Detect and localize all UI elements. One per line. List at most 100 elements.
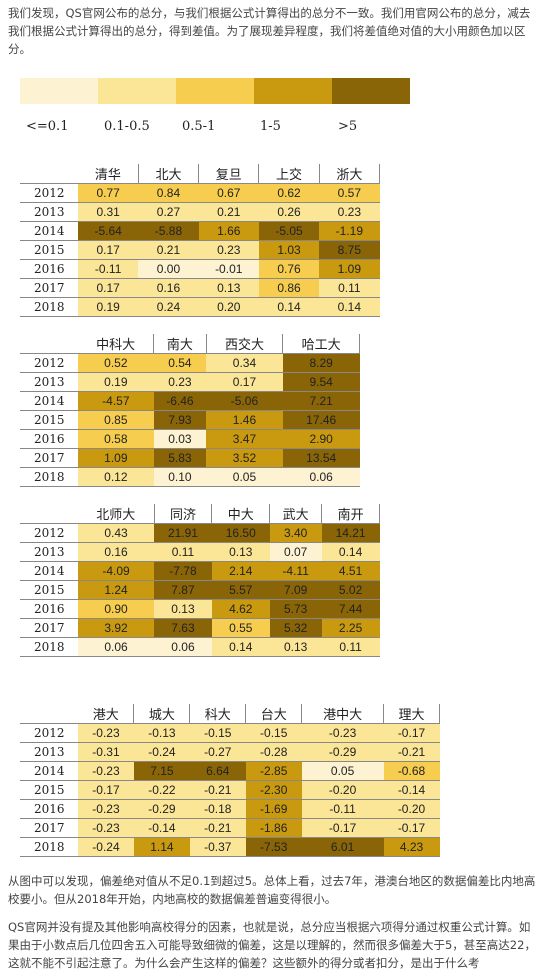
diff-value-cell: 0.03 [153, 429, 207, 449]
table-row: 2016 0.90 0.13 4.62 5.73 7.44 [20, 599, 380, 619]
diff-value-cell: -0.23 [78, 723, 134, 743]
diff-value-cell: 0.06 [282, 467, 360, 487]
year-cell: 2013 [34, 375, 65, 389]
year-cell: 2018 [34, 840, 65, 854]
diff-value-cell: 0.17 [206, 372, 283, 392]
legend-labels: <=0.1 0.1-0.5 0.5-1 1-5 >5 [20, 119, 410, 134]
table-row: 2016 0.58 0.03 3.47 2.90 [20, 429, 360, 449]
diff-value-cell: 1.09 [78, 448, 154, 468]
diff-value-cell: 0.14 [321, 542, 380, 562]
intro-paragraph: 我们发现，QS官网公布的总分，与我们根据公式计算得出的总分不一致。我们用官网公布… [8, 6, 531, 56]
diff-table-1: 清华 北大 复旦 上交 浙大 2012 0.77 0.84 0.67 0.62 0.57 2013 0.… [20, 164, 381, 317]
school-header: 港中大 [301, 704, 384, 724]
legend-swatch-1 [20, 78, 98, 104]
diff-value-cell: -7.53 [245, 837, 302, 857]
diff-value-cell: 0.11 [154, 542, 212, 562]
diff-value-cell: -0.31 [78, 742, 134, 762]
diff-value-cell: -2.30 [245, 780, 302, 800]
diff-value-cell: 0.84 [138, 183, 199, 203]
legend-swatch-4 [254, 78, 332, 104]
table-row: 2012 0.43 21.91 16.50 3.40 14.21 [20, 523, 380, 543]
diff-value-cell: -0.14 [133, 818, 190, 838]
year-cell: 2014 [34, 764, 65, 778]
diff-value-cell: -0.17 [78, 780, 134, 800]
school-header: 清华 [78, 164, 139, 184]
diff-value-cell: 16.50 [211, 523, 270, 543]
diff-value-cell: -0.21 [189, 818, 246, 838]
diff-value-cell: 7.93 [153, 410, 207, 430]
table-row: 2018 0.06 0.06 0.14 0.13 0.11 [20, 637, 380, 657]
diff-value-cell: 0.19 [78, 372, 154, 392]
diff-value-cell: 7.87 [154, 580, 212, 600]
diff-value-cell: 5.57 [211, 580, 270, 600]
year-cell: 2015 [34, 783, 65, 797]
school-header: 理大 [383, 704, 440, 724]
diff-value-cell: 5.73 [269, 599, 322, 619]
diff-value-cell: -0.23 [301, 723, 384, 743]
year-cell: 2016 [34, 802, 65, 816]
diff-value-cell: 3.40 [269, 523, 322, 543]
diff-value-cell: 0.52 [78, 353, 154, 373]
year-header-blank [20, 504, 78, 524]
legend-label: 0.5-1 [182, 119, 216, 134]
color-legend-bar [20, 78, 410, 104]
diff-value-cell: 7.09 [269, 580, 322, 600]
diff-value-cell: 4.51 [321, 561, 380, 581]
diff-value-cell: 2.90 [282, 429, 360, 449]
diff-value-cell: 0.20 [198, 297, 259, 317]
diff-value-cell: 14.21 [321, 523, 380, 543]
year-cell: 2017 [34, 451, 65, 465]
legend-swatch-3 [176, 78, 254, 104]
school-header: 南大 [153, 334, 207, 354]
diff-value-cell: 0.06 [78, 637, 155, 657]
diff-value-cell: -0.17 [383, 818, 440, 838]
year-cell: 2015 [34, 413, 65, 427]
discussion-paragraph: QS官网并没有提及其他影响高校得分的因素，也就是说，总分应当根据六项得分通过权重… [8, 920, 536, 970]
diff-value-cell: 0.06 [154, 637, 212, 657]
school-header: 台大 [245, 704, 303, 724]
diff-value-cell: 0.05 [301, 761, 384, 781]
diff-value-cell: 13.54 [282, 448, 360, 468]
diff-table-3: 北师大 同济 中大 武大 南开 2012 0.43 21.91 16.50 3.40 14.21 20… [20, 504, 380, 657]
school-header: 同济 [154, 504, 213, 524]
diff-value-cell: 0.54 [153, 353, 207, 373]
diff-value-cell: -0.15 [189, 723, 246, 743]
diff-value-cell: 5.02 [321, 580, 380, 600]
year-cell: 2018 [34, 470, 65, 484]
diff-value-cell: -0.15 [245, 723, 302, 743]
year-cell: 2017 [34, 821, 65, 835]
diff-value-cell: 0.58 [78, 429, 154, 449]
year-cell: 2012 [34, 186, 65, 200]
diff-value-cell: 0.85 [78, 410, 154, 430]
diff-value-cell: 0.67 [198, 183, 259, 203]
year-header-blank [20, 704, 78, 724]
table-row: 2013 0.16 0.11 0.13 0.07 0.14 [20, 542, 380, 562]
diff-value-cell: -6.46 [153, 391, 207, 411]
school-header: 复旦 [198, 164, 260, 184]
diff-value-cell: 0.55 [211, 618, 270, 638]
diff-value-cell: -0.68 [383, 761, 440, 781]
diff-value-cell: -5.06 [206, 391, 283, 411]
diff-value-cell: 2.14 [211, 561, 270, 581]
diff-value-cell: 0.27 [138, 202, 199, 222]
year-cell: 2014 [34, 224, 65, 238]
diff-value-cell: 7.21 [282, 391, 360, 411]
diff-value-cell: -1.86 [245, 818, 302, 838]
findings-paragraph: 从图中可以发现，偏差绝对值从不足0.1到超过5。总体上看，过去7年，港澳台地区的… [8, 874, 536, 906]
diff-value-cell: 7.44 [321, 599, 380, 619]
table-row: 2017 -0.23 -0.14 -0.21 -1.86 -0.17 -0.17 [20, 818, 440, 838]
year-cell: 2012 [34, 526, 65, 540]
diff-value-cell: -0.23 [78, 799, 134, 819]
diff-value-cell: -4.57 [78, 391, 154, 411]
legend-swatch-5 [332, 78, 410, 104]
school-header: 北大 [138, 164, 200, 184]
diff-value-cell: -0.37 [189, 837, 246, 857]
diff-value-cell: 0.17 [78, 240, 139, 260]
diff-value-cell: 8.75 [319, 240, 380, 260]
diff-value-cell: 7.15 [133, 761, 190, 781]
diff-value-cell: 0.62 [258, 183, 320, 203]
diff-value-cell: 0.26 [258, 202, 320, 222]
diff-value-cell: 0.11 [319, 278, 380, 298]
diff-value-cell: 9.54 [282, 372, 360, 392]
diff-value-cell: 3.52 [206, 448, 283, 468]
